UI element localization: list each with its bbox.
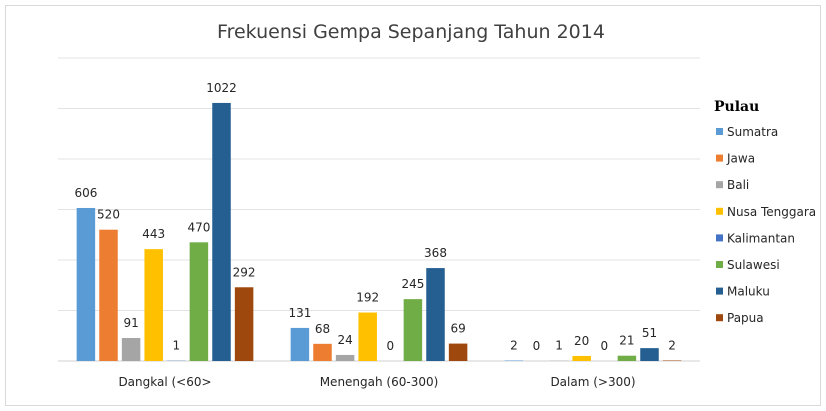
category-label: Menengah (60-300) — [320, 375, 439, 389]
bar-papua-0 — [234, 287, 254, 361]
bar-maluku-1 — [426, 268, 445, 361]
bar-maluku-2 — [640, 348, 659, 361]
bar-sumatra-0 — [76, 207, 96, 361]
bar-nusa-tenggara-2 — [572, 355, 591, 361]
data-label: 24 — [337, 333, 352, 347]
value-labels: 6065209144314701022292131682419202453686… — [74, 81, 675, 353]
bar-maluku-0 — [212, 102, 231, 361]
data-label: 21 — [619, 334, 634, 348]
bar-bali-0 — [121, 338, 141, 361]
legend-swatch — [716, 128, 723, 135]
data-label: 2 — [510, 338, 518, 352]
legend-entry: Kalimantan — [727, 231, 795, 245]
bar-jawa-0 — [99, 229, 118, 361]
data-label: 1 — [555, 339, 563, 353]
bars — [76, 102, 682, 361]
data-label: 292 — [233, 265, 256, 279]
data-label: 368 — [424, 246, 447, 260]
category-label: Dalam (>300) — [550, 375, 635, 389]
data-label: 1022 — [206, 81, 237, 95]
legend-entry: Nusa Tenggara — [727, 205, 816, 219]
data-label: 606 — [74, 186, 97, 200]
data-label: 2 — [668, 338, 676, 352]
data-label: 1 — [172, 339, 180, 353]
category-label: Dangkal (<60> — [118, 375, 211, 389]
chart-title: Frekuensi Gempa Sepanjang Tahun 2014 — [217, 21, 605, 43]
bar-bali-1 — [335, 354, 355, 361]
legend-swatch — [716, 181, 723, 189]
bar-nusa-tenggara-1 — [358, 312, 377, 361]
legend-swatch — [716, 314, 723, 322]
bar-nusa-tenggara-0 — [144, 249, 163, 361]
data-label: 0 — [533, 339, 541, 353]
legend-entry: Maluku — [727, 285, 770, 299]
legend: Pulau Sumatra Jawa Bali Nusa Tenggara Kalima… — [714, 99, 816, 325]
bar-sulawesi-0 — [189, 242, 209, 361]
legend-entry: Jawa — [726, 152, 755, 166]
data-label: 470 — [187, 220, 210, 234]
legend-entry: Papua — [727, 311, 764, 325]
legend-entry: Sulawesi — [727, 258, 780, 272]
data-label: 0 — [386, 339, 394, 353]
bar-sulawesi-1 — [403, 299, 423, 361]
data-label: 20 — [574, 334, 589, 348]
data-label: 245 — [401, 277, 424, 291]
category-labels: Dangkal (<60> Menengah (60-300) Dalam (>30… — [118, 375, 635, 389]
legend-swatch — [716, 154, 723, 162]
bar-sumatra-1 — [290, 327, 310, 361]
data-label: 0 — [600, 339, 608, 353]
gridlines — [58, 57, 700, 362]
bar-papua-1 — [448, 343, 468, 361]
legend-swatch — [716, 261, 723, 268]
bar-sumatra-2 — [504, 360, 524, 361]
legend-swatch — [716, 234, 723, 242]
legend-swatch — [716, 207, 723, 215]
bar-papua-2 — [662, 360, 682, 361]
data-label: 520 — [97, 208, 120, 222]
legend-swatch — [716, 287, 723, 295]
bar-sulawesi-2 — [617, 355, 637, 361]
legend-title: Pulau — [714, 99, 759, 115]
data-label: 68 — [315, 322, 330, 336]
bar-jawa-1 — [313, 343, 332, 361]
data-label: 69 — [450, 322, 465, 336]
data-label: 131 — [288, 306, 311, 320]
legend-entry: Bali — [727, 178, 749, 192]
data-label: 91 — [123, 316, 138, 330]
data-label: 443 — [142, 227, 165, 241]
data-label: 51 — [642, 326, 657, 340]
legend-entry: Sumatra — [727, 125, 778, 139]
data-label: 192 — [356, 291, 379, 305]
